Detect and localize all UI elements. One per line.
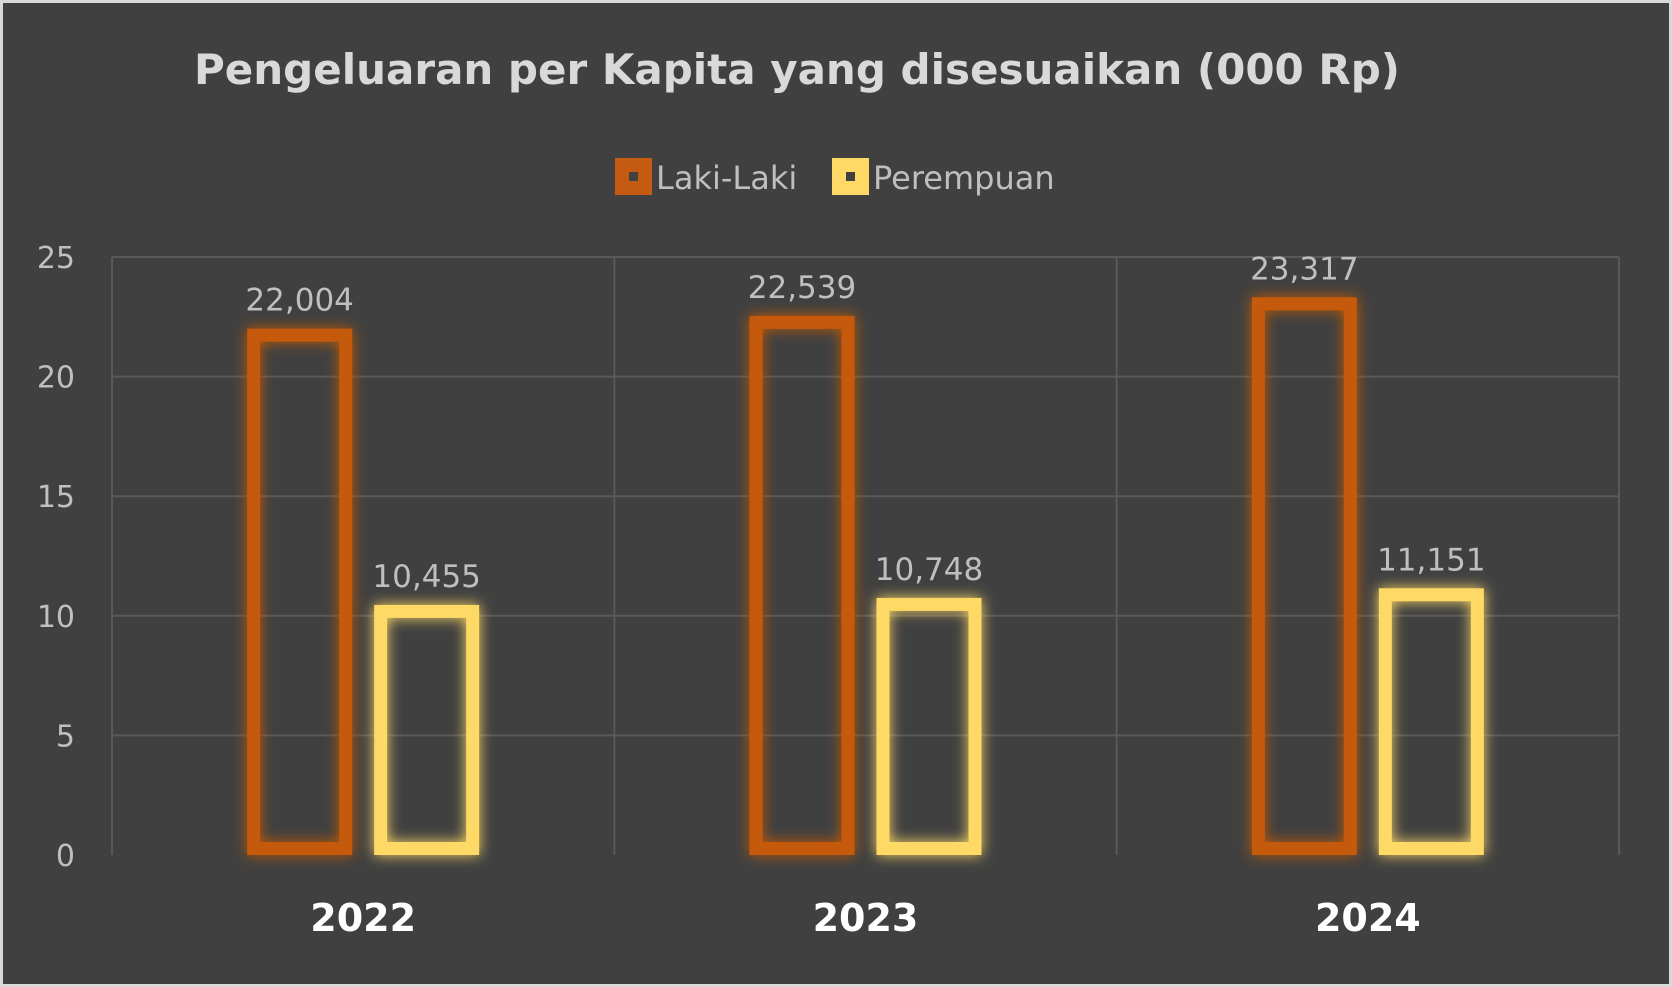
data-label: 22,539 [748,270,856,306]
bars: 22,004 10,455 22,539 10,748 23,317 11,151 [245,251,1486,855]
bar-perempuan-2022 [374,604,480,855]
legend-swatch-center [846,172,855,181]
data-label: 23,317 [1250,251,1358,287]
x-tick-label: 2022 [310,896,416,940]
data-label: 11,151 [1377,542,1485,578]
bar-perempuan-2024 [1378,588,1484,855]
y-tick-label: 25 [37,241,75,276]
x-tick-label: 2023 [813,896,919,940]
y-tick-label: 20 [37,361,75,396]
legend: Laki-Laki Perempuan [615,158,1055,197]
data-label: 10,748 [875,552,983,588]
bar-perempuan-2023 [876,597,982,855]
y-tick-label: 15 [37,480,75,515]
bar-laki-laki-2022 [247,328,353,855]
gridlines [111,256,1620,855]
legend-label: Perempuan [873,159,1055,197]
bar-laki-laki-2023 [749,315,855,855]
legend-label: Laki-Laki [656,159,797,197]
bar-laki-laki-2024 [1251,297,1357,855]
chart-title: Pengeluaran per Kapita yang disesuaikan … [194,45,1400,94]
y-axis: 0 5 10 15 20 25 [37,241,75,874]
legend-swatch-center [629,172,638,181]
x-tick-label: 2024 [1315,896,1421,940]
data-label: 22,004 [245,283,353,319]
x-axis: 2022 2023 2024 [310,896,1420,940]
y-tick-label: 10 [37,600,75,635]
y-tick-label: 5 [56,719,75,754]
y-tick-label: 0 [56,839,75,874]
data-label: 10,455 [372,559,480,595]
